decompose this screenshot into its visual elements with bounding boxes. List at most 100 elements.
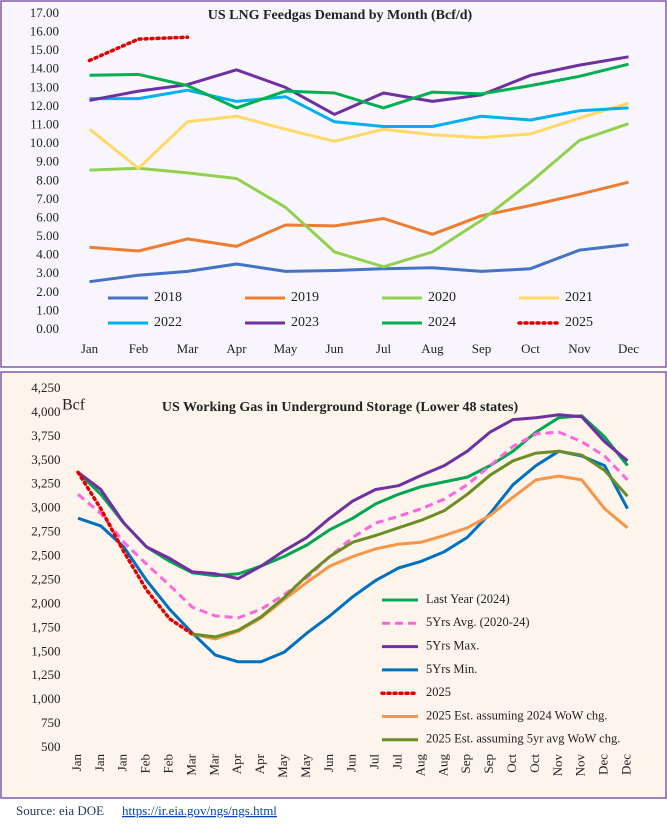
- y-tick-label: 3,750: [31, 428, 60, 443]
- x-tick-label: Nov: [568, 341, 591, 356]
- y-tick-label: 12.00: [30, 98, 59, 113]
- legend-label: 2022: [154, 315, 182, 330]
- x-tick-label: Jul: [367, 754, 382, 770]
- x-tick-label: Oct: [527, 754, 542, 773]
- line-series: [88, 101, 629, 170]
- y-tick-label: 1,500: [31, 643, 60, 658]
- y-tick-label: 13.00: [30, 79, 59, 94]
- line-series: [76, 470, 195, 636]
- line-series: [76, 414, 629, 578]
- source-link[interactable]: https://ir.eia.gov/ngs/ngs.html: [122, 803, 277, 818]
- y-tick-label: 0.00: [36, 321, 59, 336]
- line-series: [89, 62, 629, 110]
- line-series: [89, 88, 629, 128]
- legend-label: 2025: [565, 315, 593, 330]
- y-tick-label: 3.00: [36, 265, 59, 280]
- x-tick-label: Jan: [92, 754, 107, 772]
- x-tick-label: Aug: [421, 341, 444, 356]
- y-tick-label: 11.00: [30, 117, 59, 132]
- x-tick-label: Jan: [69, 754, 84, 772]
- y-tick-label: 4,000: [31, 404, 60, 419]
- y-tick-label: 1.00: [36, 302, 59, 317]
- x-tick-label: Aug: [412, 754, 427, 777]
- x-tick-label: Feb: [138, 754, 153, 774]
- chart-frame: [0, 371, 667, 799]
- y-axis-label: Bcf: [62, 397, 86, 414]
- chart-title: US Working Gas in Underground Storage (L…: [162, 400, 519, 415]
- y-tick-label: 17.00: [30, 5, 59, 20]
- legend-label: 2018: [154, 290, 182, 305]
- y-tick-label: 8.00: [36, 172, 59, 187]
- legend-label: 2025 Est. assuming 2024 WoW chg.: [426, 708, 608, 722]
- x-tick-label: Feb: [129, 341, 149, 356]
- legend-label: 2021: [565, 290, 593, 305]
- legend-label: 2023: [291, 315, 319, 330]
- x-tick-label: Mar: [183, 753, 198, 775]
- y-tick-label: 6.00: [36, 209, 59, 224]
- line-series: [77, 413, 629, 581]
- y-tick-label: 500: [41, 739, 61, 754]
- x-tick-label: Sep: [472, 341, 492, 356]
- line-series: [89, 55, 629, 116]
- line-series: [89, 122, 629, 269]
- x-tick-label: Nov: [550, 754, 565, 777]
- x-tick-label: Jan: [81, 341, 99, 356]
- x-tick-label: Dec: [619, 754, 634, 775]
- legend-label: 5Yrs Min.: [426, 662, 477, 676]
- y-tick-label: 3,000: [31, 500, 60, 515]
- y-tick-label: 7.00: [36, 191, 59, 206]
- legend-label: 2025: [426, 685, 451, 699]
- x-tick-label: Sep: [481, 754, 496, 774]
- x-tick-label: Aug: [435, 754, 450, 777]
- legend-label: 2024: [428, 315, 456, 330]
- line-series: [89, 243, 629, 284]
- source-label: Source: eia DOE: [16, 803, 104, 818]
- x-tick-label: Oct: [521, 341, 540, 356]
- y-tick-label: 1,250: [31, 667, 60, 682]
- y-tick-label: 1,000: [31, 691, 60, 706]
- x-tick-label: Apr: [229, 753, 244, 774]
- y-tick-label: 2,250: [31, 571, 60, 586]
- y-tick-label: 5.00: [36, 228, 59, 243]
- y-tick-label: 3,500: [31, 452, 60, 467]
- y-tick-label: 15.00: [30, 42, 59, 57]
- x-tick-label: Mar: [177, 341, 199, 356]
- x-tick-label: Jan: [115, 754, 130, 772]
- legend-label: Last Year (2024): [426, 592, 510, 606]
- legend-label: 2025 Est. assuming 5yr avg WoW chg.: [426, 732, 620, 746]
- y-tick-label: 750: [41, 715, 61, 730]
- x-tick-label: Nov: [573, 754, 588, 777]
- legend-label: 5Yrs Avg. (2020-24): [426, 615, 530, 629]
- chart-title: US LNG Feedgas Demand by Month (Bcf/d): [208, 8, 473, 23]
- line-series: [89, 180, 629, 253]
- legend-label: 2019: [291, 290, 319, 305]
- y-tick-label: 2,750: [31, 524, 60, 539]
- x-tick-label: Feb: [161, 754, 176, 774]
- line-series: [87, 35, 190, 63]
- x-tick-label: Oct: [504, 754, 519, 773]
- y-tick-label: 2,500: [31, 548, 60, 563]
- x-tick-label: Apr: [226, 341, 247, 356]
- y-tick-label: 9.00: [36, 154, 59, 169]
- x-tick-label: Jun: [344, 754, 359, 773]
- x-tick-label: Dec: [618, 341, 639, 356]
- y-tick-label: 2,000: [31, 595, 60, 610]
- legend-label: 5Yrs Max.: [426, 638, 479, 652]
- line-series: [77, 449, 629, 664]
- y-tick-label: 14.00: [30, 61, 59, 76]
- x-tick-label: Mar: [206, 753, 221, 775]
- x-tick-label: Jul: [376, 341, 392, 356]
- x-tick-label: Sep: [458, 754, 473, 774]
- line-series: [192, 449, 629, 639]
- y-tick-label: 2.00: [36, 284, 59, 299]
- x-tick-label: Apr: [252, 753, 267, 774]
- line-series: [77, 430, 629, 620]
- y-tick-label: 4,250: [31, 380, 60, 395]
- y-tick-label: 3,250: [31, 476, 60, 491]
- x-tick-label: May: [274, 341, 298, 356]
- y-tick-label: 4.00: [36, 247, 59, 262]
- x-tick-label: Jun: [325, 341, 344, 356]
- chart-frame: [0, 0, 667, 368]
